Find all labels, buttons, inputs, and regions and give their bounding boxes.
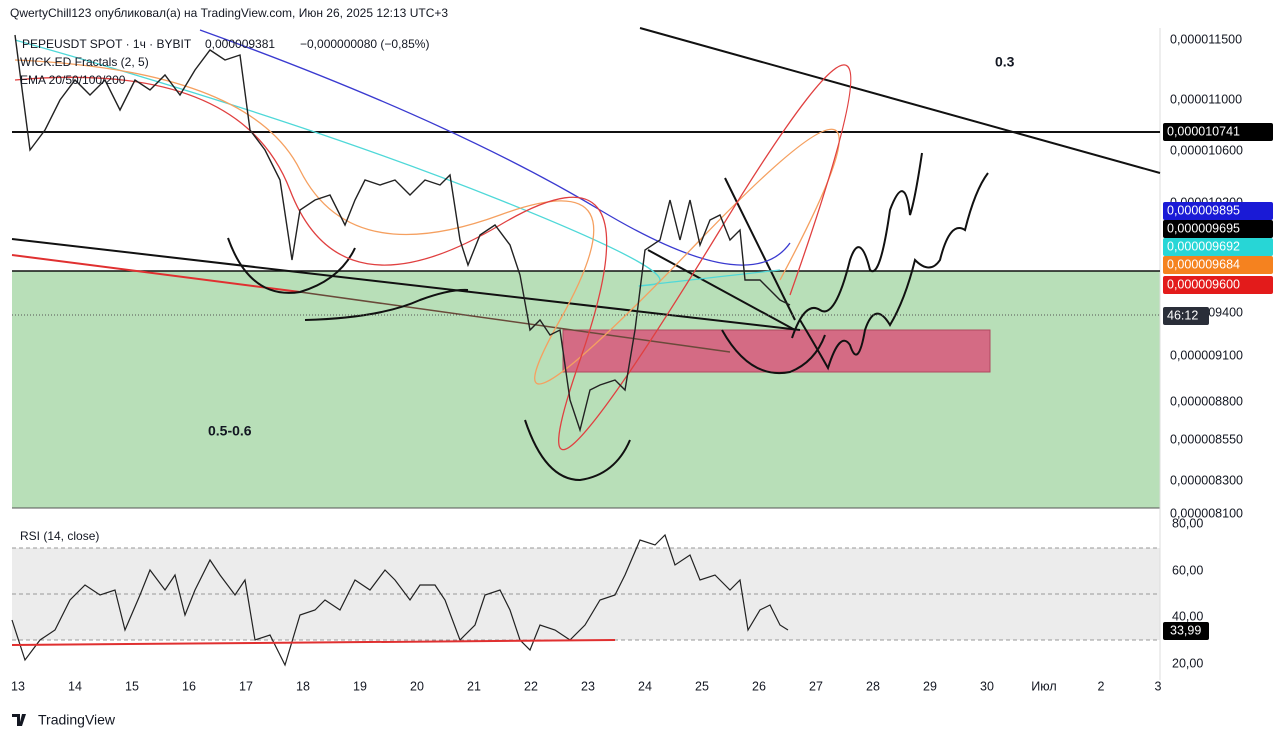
legend-indicator: WICK.ED Fractals (2, 5)	[20, 55, 149, 69]
price-axis-label: 0,000009100	[1170, 348, 1243, 362]
legend-indicator: EMA 20/50/100/200	[20, 73, 126, 87]
rsi-trendline	[11, 639, 616, 646]
time-axis-label: 24	[638, 679, 652, 693]
legend-symbol: PEPEUSDT SPOT · 1ч · BYBIT	[22, 37, 192, 51]
rsi-badge-label: 33,99	[1170, 623, 1201, 637]
price-badge-label: 0,000010741	[1167, 124, 1240, 138]
price-badge-label: 0,000009684	[1167, 257, 1240, 271]
price-badge-label: 0,000009695	[1167, 221, 1240, 235]
price-badge	[1163, 307, 1209, 325]
rsi-line	[11, 533, 789, 667]
annotation: 0.5-0.6	[208, 423, 252, 439]
price-axis-label: 0,000011500	[1170, 32, 1242, 46]
price-badge-label: 0,000009600	[1167, 277, 1240, 291]
price-badge	[1163, 123, 1273, 141]
time-axis-label: Июл	[1031, 679, 1056, 693]
time-axis-label: 16	[182, 679, 196, 693]
time-axis-label: 17	[239, 679, 253, 693]
time-axis-label: 18	[296, 679, 310, 693]
price-badge	[1163, 220, 1273, 238]
time-axis-label: 29	[923, 679, 937, 693]
rsi-axis-label: 60,00	[1172, 563, 1203, 577]
price-badge	[1163, 256, 1273, 274]
time-axis-label: 30	[980, 679, 994, 693]
time-axis-label: 3	[1155, 679, 1162, 693]
time-axis-label: 23	[581, 679, 595, 693]
drawings	[11, 27, 1161, 482]
price-axis-label: 0,000008300	[1170, 473, 1243, 487]
rsi-badge	[1163, 622, 1209, 640]
rsi-axis-label: 20,00	[1172, 656, 1203, 670]
time-axis-label: 27	[809, 679, 823, 693]
price-badge-label: 0,000009692	[1167, 239, 1240, 253]
time-axis-label: 22	[524, 679, 538, 693]
price-line	[14, 34, 791, 433]
time-axis-label: 28	[866, 679, 880, 693]
time-axis-label: 15	[125, 679, 139, 693]
author-line: QwertyChill123 опубликовал(а) на Trading…	[10, 6, 448, 20]
price-badge-label: 46:12	[1167, 308, 1198, 322]
time-axis-label: 13	[11, 679, 25, 693]
price-axis-label: 0,000008800	[1170, 394, 1243, 408]
time-axis-label: 25	[695, 679, 709, 693]
rsi-axis-label: 80,00	[1172, 516, 1203, 530]
price-axis-label: 0,000008100	[1170, 506, 1243, 520]
annotation: 0.3	[995, 54, 1015, 70]
price-badge-label: 0,000009895	[1167, 203, 1240, 217]
time-axis-label: 21	[467, 679, 481, 693]
time-axis-label: 26	[752, 679, 766, 693]
price-badge	[1163, 238, 1273, 256]
price-axis-label: 0,000008550	[1170, 432, 1243, 446]
price-badge	[1163, 202, 1273, 220]
legend-change: −0,000000080 (−0,85%)	[300, 37, 429, 51]
legend-price: 0,000009381	[205, 37, 275, 51]
ema-lines	[14, 29, 852, 451]
price-axis-label: 0,000010600	[1170, 143, 1243, 157]
fib-zone	[12, 271, 1160, 508]
rsi-title: RSI (14, close)	[20, 529, 99, 543]
time-axis-label: 19	[353, 679, 367, 693]
time-axis-label: 20	[410, 679, 424, 693]
price-axis-label: 0,000011000	[1170, 92, 1242, 106]
price-badge	[1163, 276, 1273, 294]
time-axis-label: 14	[68, 679, 82, 693]
brand-logo	[12, 714, 26, 726]
time-axis-label: 2	[1098, 679, 1105, 693]
footer-brand: TradingView	[38, 712, 116, 728]
rsi-axis-label: 40,00	[1172, 609, 1203, 623]
demand-zone	[562, 329, 991, 373]
